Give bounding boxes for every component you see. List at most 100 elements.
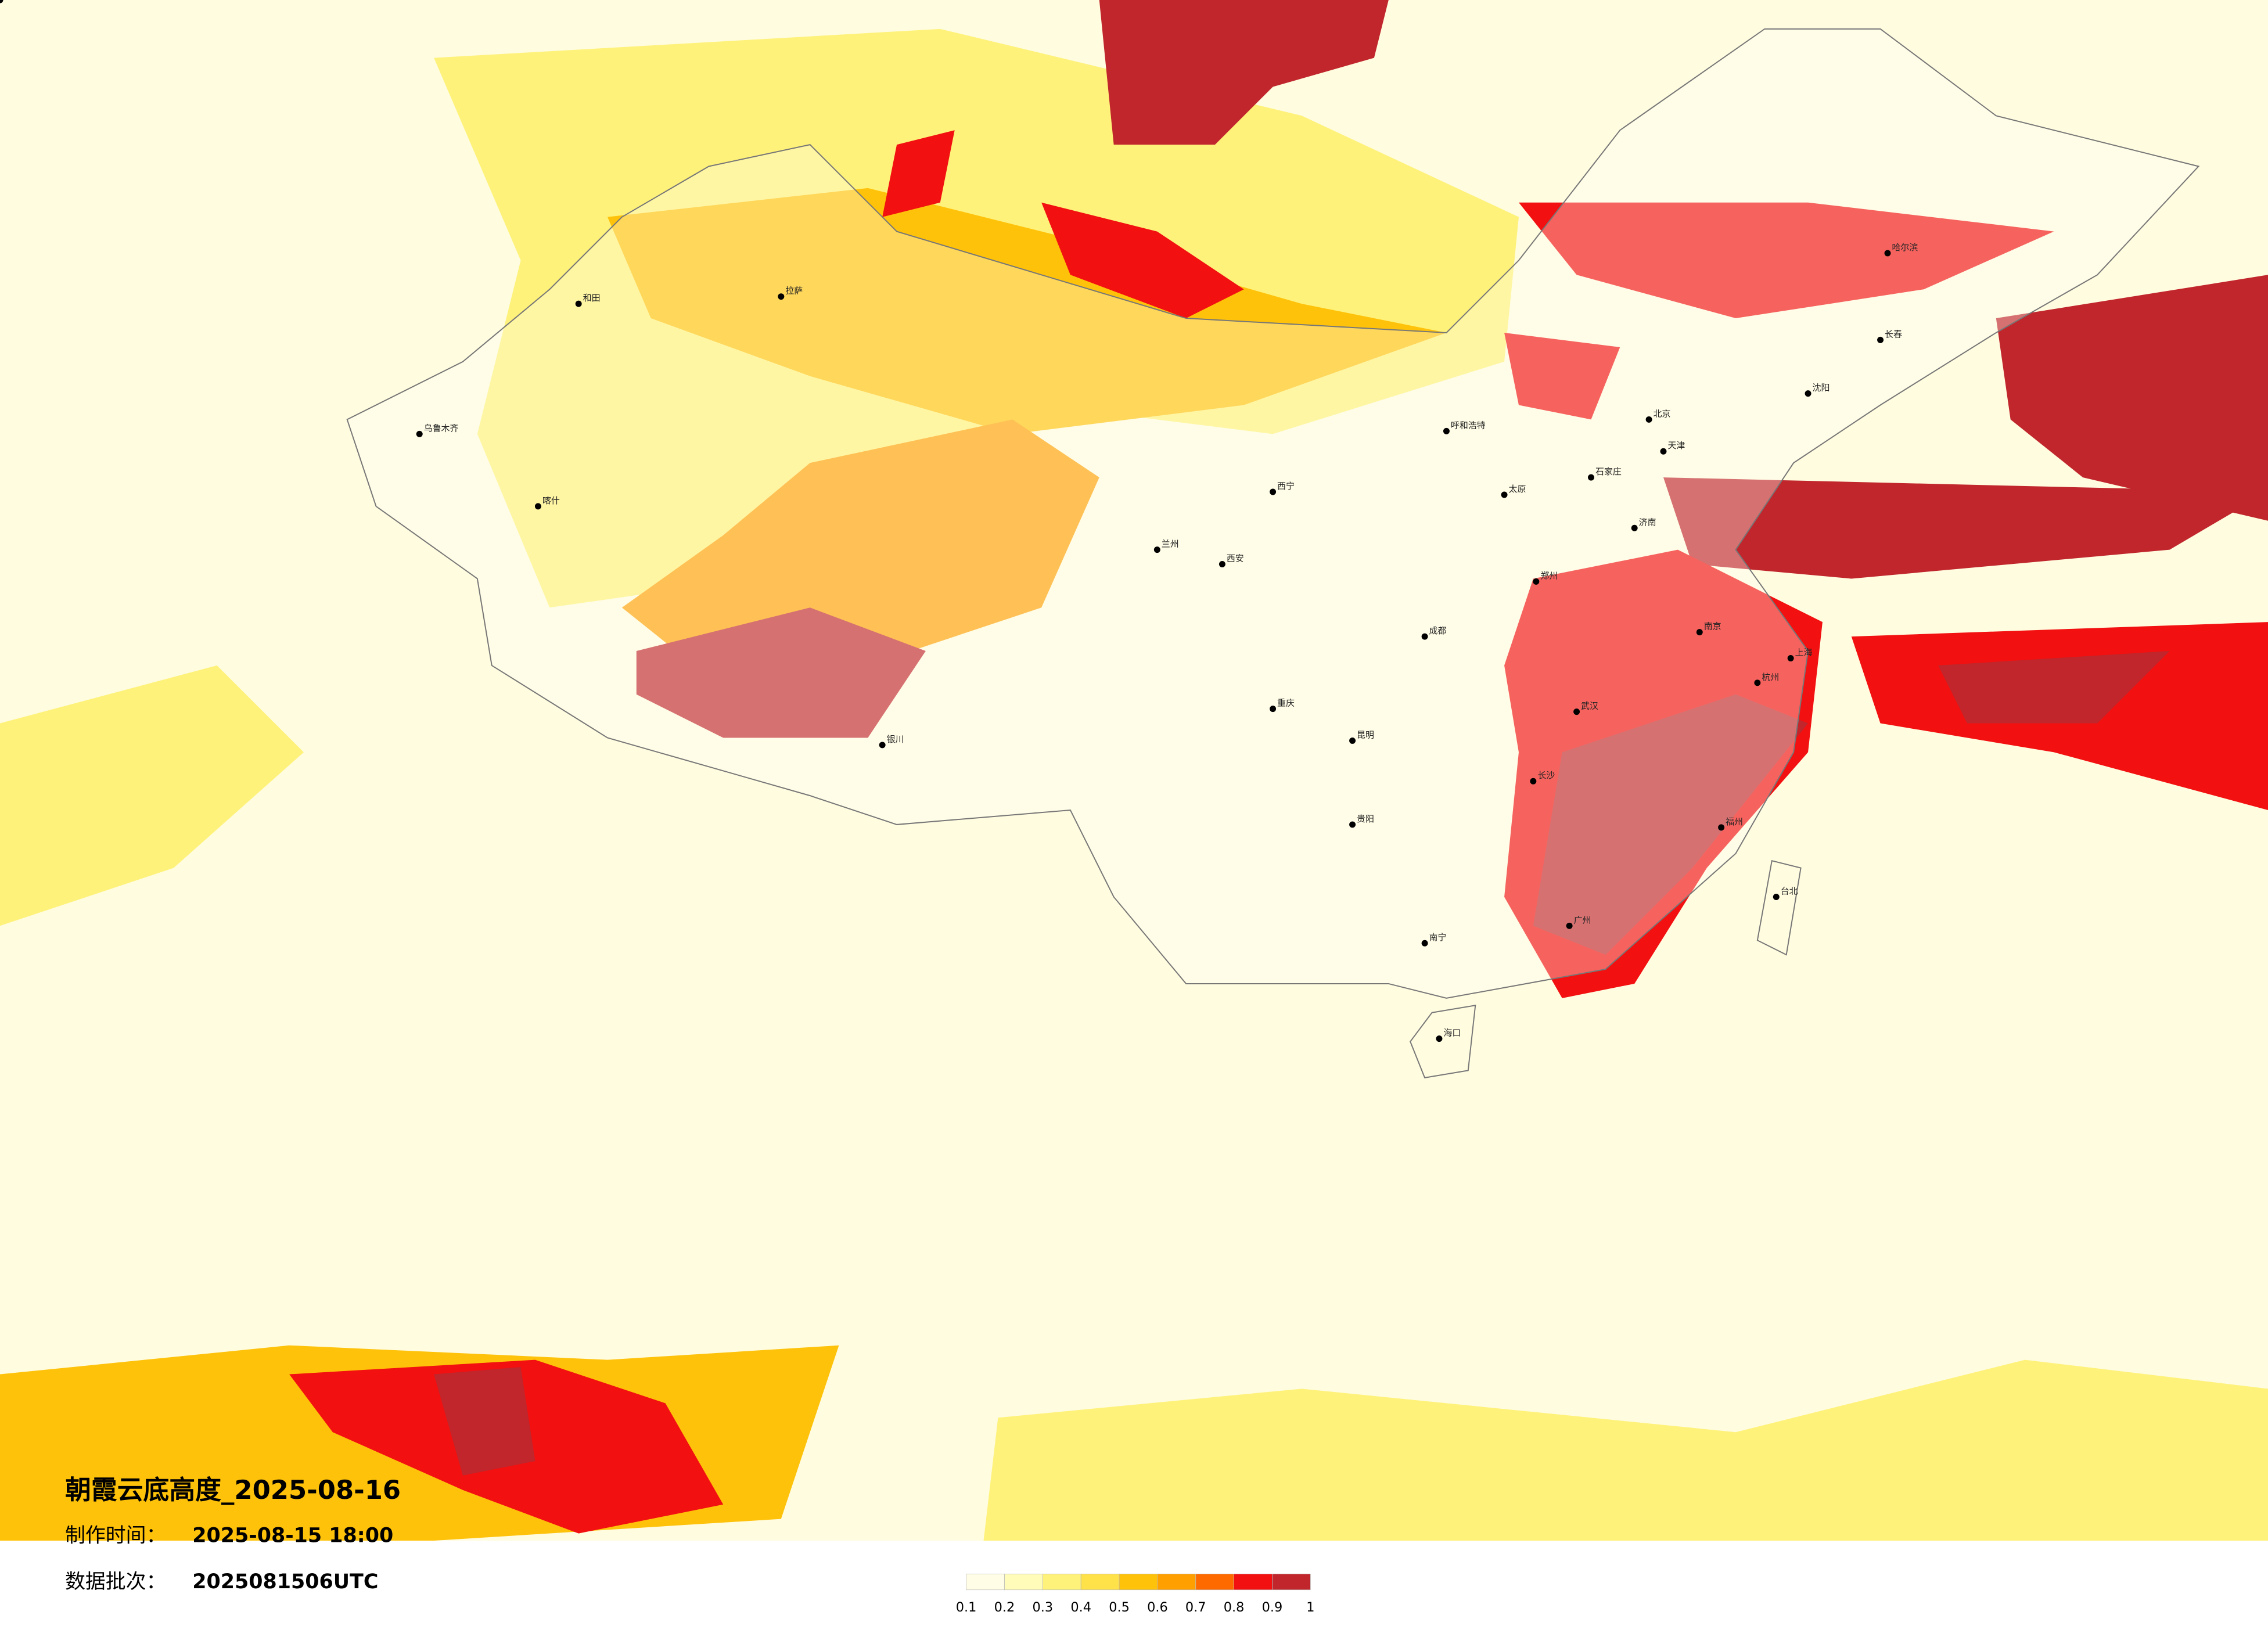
city-label: 喀什 bbox=[542, 495, 560, 506]
city-label: 天津 bbox=[1667, 440, 1685, 451]
cloud-layer bbox=[0, 0, 2268, 1541]
city-dot bbox=[416, 430, 423, 437]
cloud-area bbox=[1504, 332, 1620, 420]
info-label: 制作时间： bbox=[65, 1524, 166, 1548]
city-dot bbox=[1270, 488, 1277, 495]
city-dot bbox=[1270, 706, 1277, 713]
city-dot bbox=[879, 742, 886, 749]
legend-tick-label: 0.8 bbox=[1224, 1600, 1245, 1615]
city-dot bbox=[0, 0, 3, 3]
cloud-area bbox=[983, 1359, 2268, 1541]
cloud-area bbox=[0, 665, 304, 926]
legend-swatch bbox=[1080, 1573, 1120, 1591]
city-dot bbox=[1773, 894, 1780, 900]
city-dot bbox=[1805, 390, 1811, 397]
city-label: 广州 bbox=[1574, 915, 1591, 925]
city-dot bbox=[1566, 922, 1573, 929]
city-label: 银川 bbox=[887, 734, 904, 744]
city-label: 贵阳 bbox=[1357, 814, 1374, 824]
city-label: 海口 bbox=[1443, 1028, 1461, 1038]
title: 朝霞云底高度_2025-08-16 bbox=[65, 1474, 401, 1505]
city-dot bbox=[778, 293, 785, 300]
city-label: 和田 bbox=[583, 293, 601, 303]
cloud-area bbox=[1518, 202, 2054, 319]
cloud-area bbox=[882, 130, 955, 217]
legend-tick-label: 0.3 bbox=[1033, 1600, 1054, 1615]
city-dot bbox=[1349, 737, 1356, 744]
island-border bbox=[1410, 1005, 1476, 1078]
legend-tick-label: 0.6 bbox=[1147, 1600, 1168, 1615]
legend-tick-label: 0.1 bbox=[956, 1600, 977, 1615]
cloud-area bbox=[607, 188, 1447, 434]
city-label: 呼和浩特 bbox=[1451, 420, 1486, 430]
city-label: 西宁 bbox=[1277, 481, 1295, 491]
legend-tick-label: 0.4 bbox=[1070, 1600, 1091, 1615]
city-dot bbox=[1153, 546, 1160, 553]
city-label: 武汉 bbox=[1581, 701, 1598, 711]
city-label: 兰州 bbox=[1162, 539, 1179, 549]
legend-tick-label: 1 bbox=[1306, 1600, 1314, 1615]
city-label: 济南 bbox=[1639, 517, 1656, 527]
city-label: 南宁 bbox=[1429, 932, 1447, 942]
city-dot bbox=[534, 503, 541, 510]
legend-tick-label: 0.5 bbox=[1109, 1600, 1130, 1615]
city-dot bbox=[1696, 629, 1703, 636]
city-label: 上海 bbox=[1795, 647, 1813, 657]
cloud-area bbox=[1996, 275, 2268, 521]
city-dot bbox=[1660, 448, 1667, 455]
cloud-area bbox=[1663, 477, 2268, 579]
city-dot bbox=[1587, 474, 1594, 481]
city-dot bbox=[1631, 524, 1638, 531]
city-dot bbox=[1884, 250, 1891, 257]
city-label: 拉萨 bbox=[785, 286, 803, 296]
island-border bbox=[1756, 859, 1802, 956]
city-dot bbox=[1530, 778, 1537, 785]
city-dot bbox=[1421, 940, 1428, 947]
cloud-area bbox=[1533, 694, 1809, 955]
city-dot bbox=[1349, 821, 1356, 828]
legend-swatch bbox=[1157, 1573, 1196, 1591]
city-dot bbox=[1787, 654, 1794, 661]
city-dot bbox=[1754, 679, 1761, 686]
cloud-area bbox=[1938, 650, 2170, 724]
city-label: 福州 bbox=[1726, 816, 1743, 827]
info-value: 2025081506UTC bbox=[192, 1570, 378, 1593]
city-label: 重庆 bbox=[1277, 698, 1295, 708]
legend-swatch bbox=[1004, 1573, 1043, 1591]
city-dot bbox=[1533, 578, 1540, 585]
info-label: 数据批次： bbox=[65, 1570, 166, 1593]
city-label: 台北 bbox=[1781, 886, 1798, 897]
cloud-area bbox=[621, 419, 1099, 665]
city-label: 西安 bbox=[1227, 553, 1244, 564]
city-dot bbox=[575, 300, 582, 307]
city-label: 成都 bbox=[1429, 625, 1447, 636]
city-dot bbox=[1421, 633, 1428, 640]
city-label: 昆明 bbox=[1357, 729, 1374, 740]
city-label: 郑州 bbox=[1540, 570, 1558, 581]
city-label: 哈尔滨 bbox=[1892, 242, 1918, 253]
country-border bbox=[346, 28, 2200, 999]
city-label: 杭州 bbox=[1762, 672, 1779, 682]
cloud-area bbox=[434, 1367, 535, 1476]
city-label: 石家庄 bbox=[1595, 466, 1622, 477]
legend-swatch bbox=[1234, 1573, 1273, 1591]
city-label: 南京 bbox=[1704, 621, 1721, 632]
city-dot bbox=[1436, 1035, 1443, 1042]
legend-swatch bbox=[1042, 1573, 1081, 1591]
city-dot bbox=[1718, 824, 1725, 831]
cloud-area bbox=[1099, 0, 1389, 145]
city-dot bbox=[1219, 561, 1225, 568]
city-dot bbox=[1443, 427, 1450, 434]
city-dot bbox=[1877, 336, 1884, 343]
info-value: 2025-08-15 18:00 bbox=[192, 1524, 393, 1548]
city-dot bbox=[1501, 491, 1508, 498]
city-label: 长沙 bbox=[1537, 770, 1555, 780]
legend-swatch bbox=[1119, 1573, 1158, 1591]
legend-tick-label: 0.9 bbox=[1262, 1600, 1283, 1615]
legend-tick-label: 0.7 bbox=[1185, 1600, 1206, 1615]
city-label: 沈阳 bbox=[1813, 383, 1830, 393]
city-label: 太原 bbox=[1509, 484, 1526, 494]
